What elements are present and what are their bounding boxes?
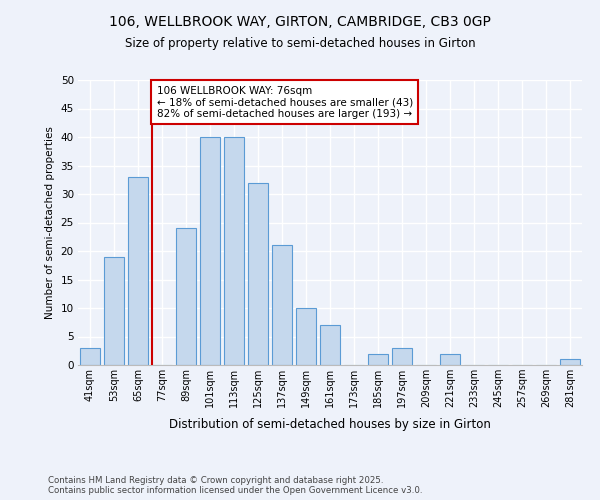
Bar bbox=[440, 354, 460, 365]
Bar bbox=[368, 354, 388, 365]
Bar bbox=[272, 246, 292, 365]
Bar bbox=[128, 177, 148, 365]
Bar bbox=[392, 348, 412, 365]
Bar bbox=[224, 137, 244, 365]
X-axis label: Distribution of semi-detached houses by size in Girton: Distribution of semi-detached houses by … bbox=[169, 418, 491, 432]
Bar bbox=[296, 308, 316, 365]
Text: Size of property relative to semi-detached houses in Girton: Size of property relative to semi-detach… bbox=[125, 38, 475, 51]
Text: 106 WELLBROOK WAY: 76sqm
← 18% of semi-detached houses are smaller (43)
82% of s: 106 WELLBROOK WAY: 76sqm ← 18% of semi-d… bbox=[157, 86, 413, 119]
Bar bbox=[248, 182, 268, 365]
Y-axis label: Number of semi-detached properties: Number of semi-detached properties bbox=[45, 126, 55, 319]
Text: 106, WELLBROOK WAY, GIRTON, CAMBRIDGE, CB3 0GP: 106, WELLBROOK WAY, GIRTON, CAMBRIDGE, C… bbox=[109, 15, 491, 29]
Bar bbox=[200, 137, 220, 365]
Bar bbox=[320, 325, 340, 365]
Bar bbox=[560, 360, 580, 365]
Text: Contains HM Land Registry data © Crown copyright and database right 2025.
Contai: Contains HM Land Registry data © Crown c… bbox=[48, 476, 422, 495]
Bar bbox=[80, 348, 100, 365]
Bar bbox=[176, 228, 196, 365]
Bar bbox=[104, 256, 124, 365]
